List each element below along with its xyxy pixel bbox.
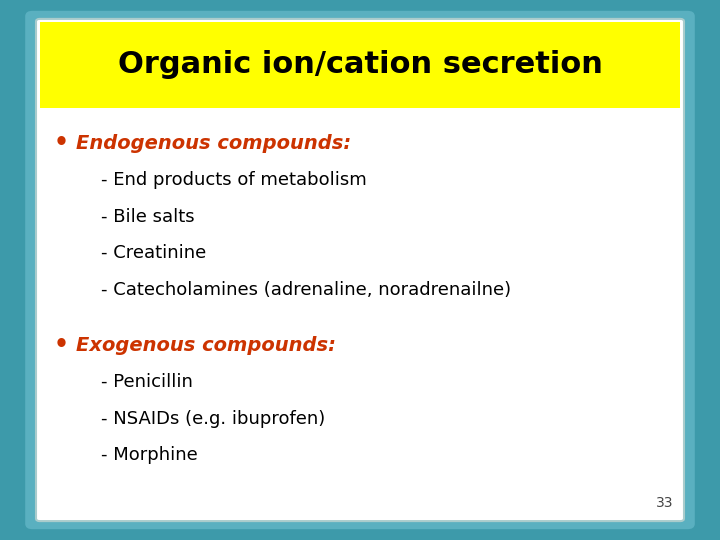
Text: 33: 33: [656, 496, 673, 510]
Text: - End products of metabolism: - End products of metabolism: [101, 171, 366, 189]
Text: •: •: [54, 333, 68, 357]
FancyBboxPatch shape: [36, 19, 684, 521]
Text: Exogenous compounds:: Exogenous compounds:: [76, 335, 336, 355]
Text: - Bile salts: - Bile salts: [101, 207, 194, 226]
Text: - Morphine: - Morphine: [101, 446, 197, 464]
FancyBboxPatch shape: [25, 11, 695, 529]
Text: - Catecholamines (adrenaline, noradrenailne): - Catecholamines (adrenaline, noradrenai…: [101, 281, 511, 299]
Text: Organic ion/cation secretion: Organic ion/cation secretion: [117, 50, 603, 79]
Text: •: •: [54, 131, 68, 155]
Text: - Penicillin: - Penicillin: [101, 373, 193, 391]
Text: Endogenous compounds:: Endogenous compounds:: [76, 133, 351, 153]
Text: - NSAIDs (e.g. ibuprofen): - NSAIDs (e.g. ibuprofen): [101, 409, 325, 428]
Bar: [40, 22, 680, 108]
Text: - Creatinine: - Creatinine: [101, 244, 206, 262]
